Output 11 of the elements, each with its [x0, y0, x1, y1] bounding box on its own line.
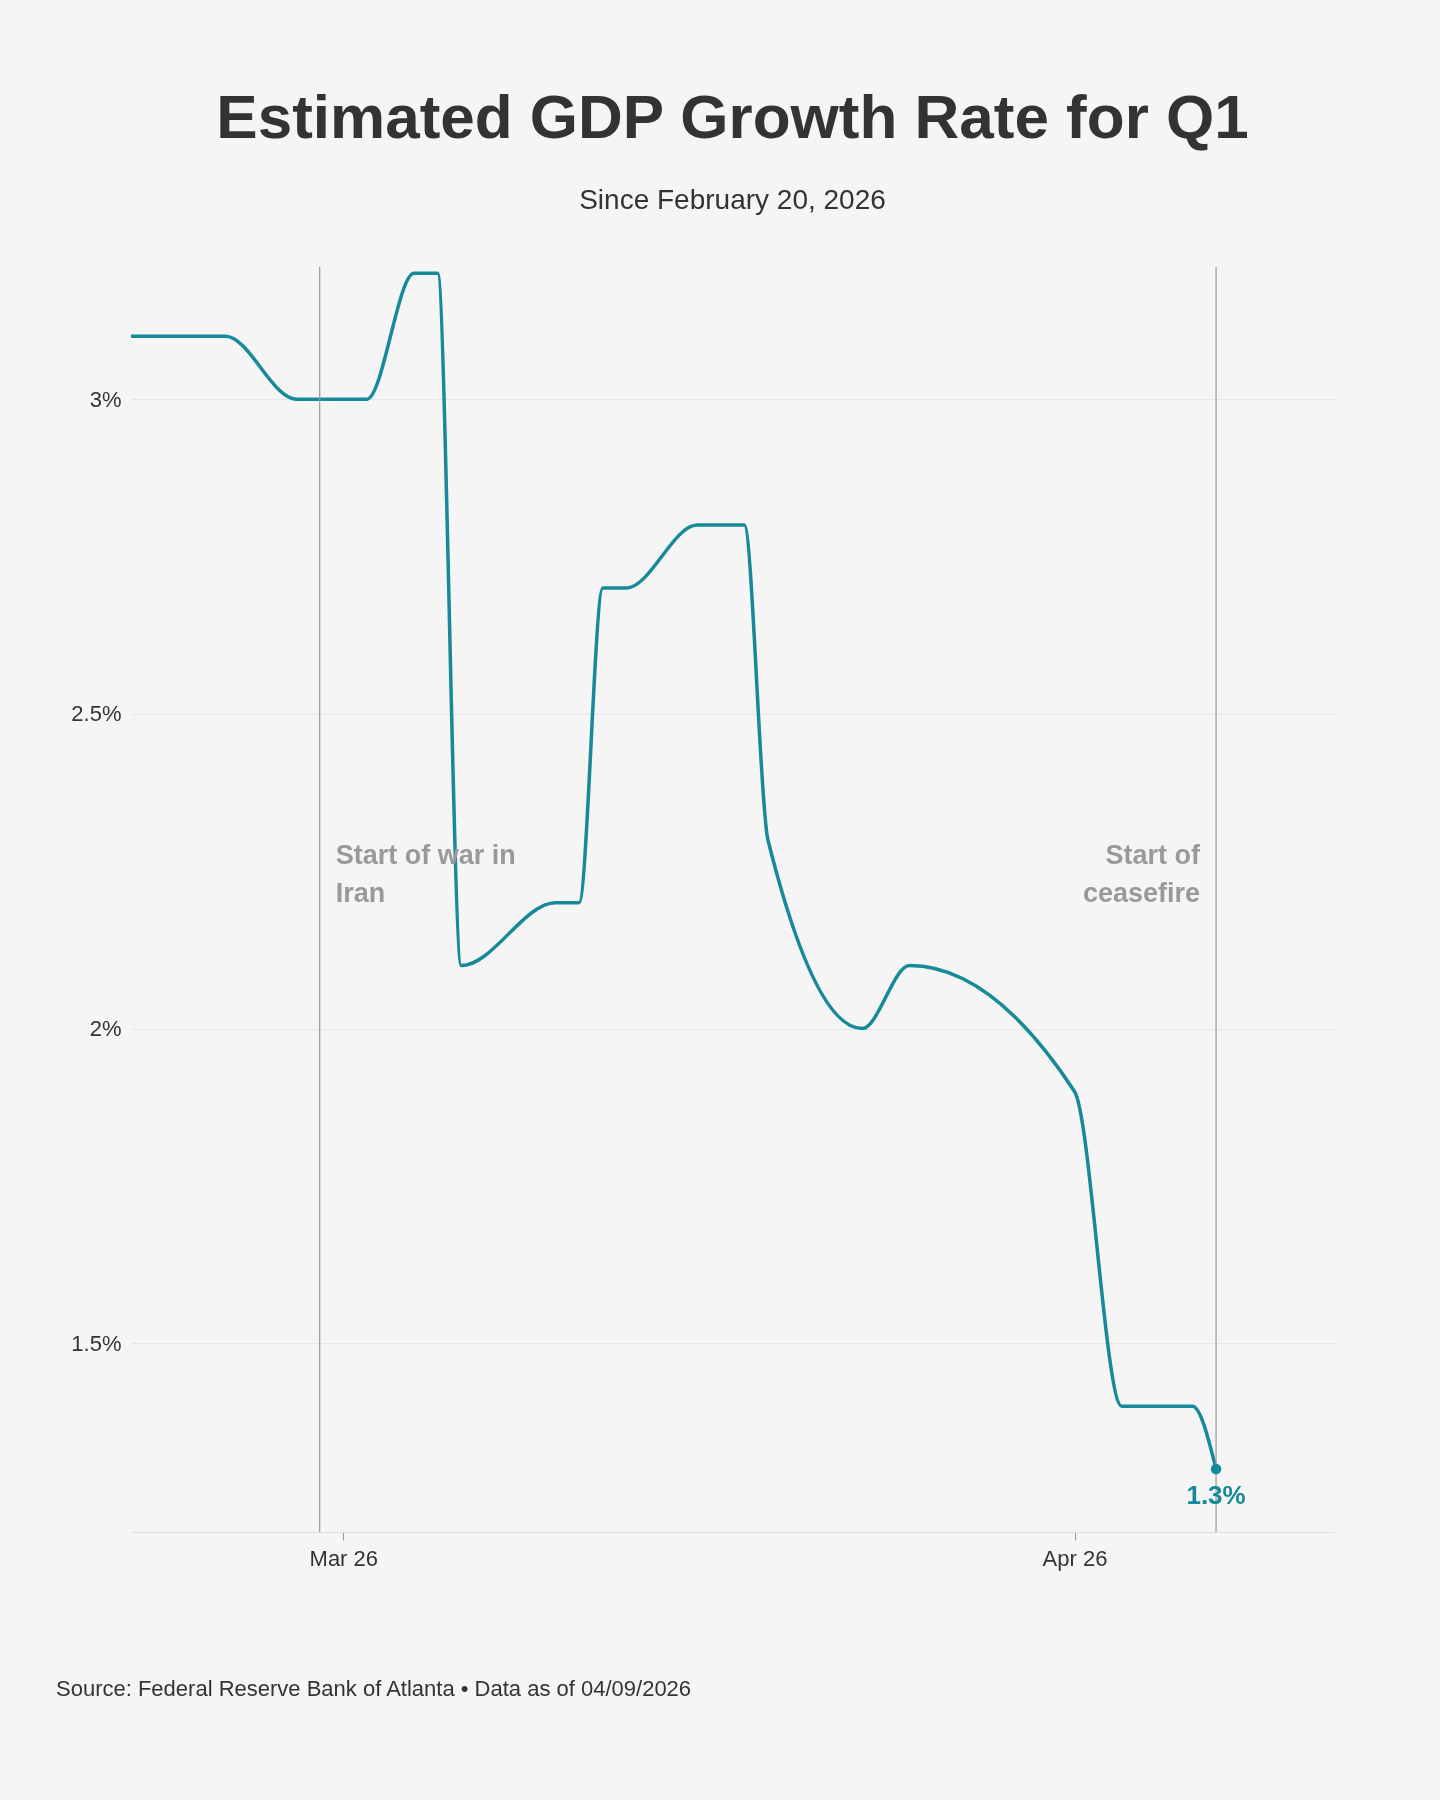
- x-tick-label: Mar 26: [309, 1545, 379, 1571]
- y-tick-label: 2%: [89, 1016, 122, 1042]
- source-note: Source: Federal Reserve Bank of Atlanta • Data as of 04/09/2026: [56, 1676, 692, 1702]
- x-tick-label: Apr 26: [1042, 1545, 1108, 1571]
- y-tick-label: 3%: [89, 386, 122, 412]
- y-tick-label: 1.5%: [71, 1330, 122, 1356]
- ref-line-label: Start of ceasefire: [1082, 840, 1202, 908]
- y-tick-label: 2.5%: [71, 701, 122, 727]
- chart-subtitle: Since February 20, 2026: [579, 184, 886, 216]
- chart-title: Estimated GDP Growth Rate for Q1: [216, 82, 1249, 152]
- data-label: 1.3%: [1186, 1480, 1246, 1511]
